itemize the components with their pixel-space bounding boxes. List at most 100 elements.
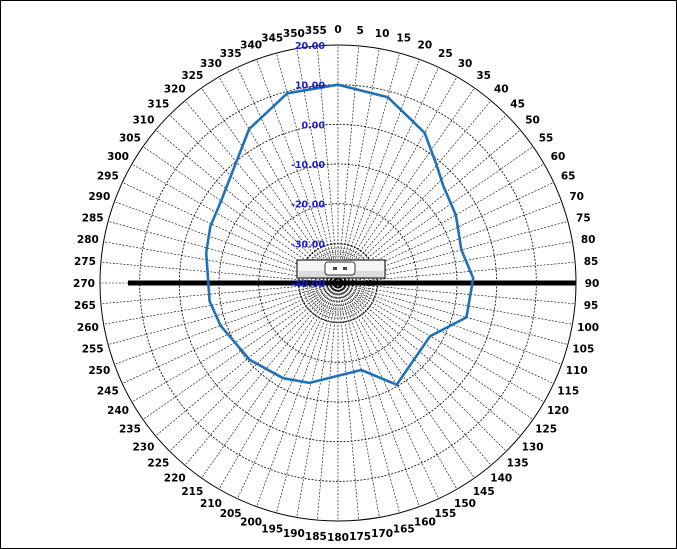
angle-tick-label: 205 bbox=[220, 508, 242, 520]
angle-tick-label: 115 bbox=[557, 385, 579, 397]
axis-bar bbox=[128, 280, 576, 286]
angle-tick-label: 105 bbox=[572, 344, 594, 356]
angle-tick-label: 60 bbox=[551, 151, 566, 163]
angle-tick-label: 10 bbox=[375, 28, 390, 40]
angle-tick-label: 195 bbox=[261, 523, 283, 535]
grid-spoke bbox=[276, 53, 339, 284]
angle-tick-label: 250 bbox=[88, 365, 110, 377]
angle-tick-label: 280 bbox=[77, 234, 99, 246]
grid-spoke bbox=[337, 282, 458, 490]
angle-tick-label: 340 bbox=[240, 39, 262, 51]
angle-tick-label: 45 bbox=[510, 98, 525, 110]
angle-tick-label: 175 bbox=[349, 531, 371, 543]
angle-tick-label: 310 bbox=[132, 115, 154, 127]
grid-spoke bbox=[114, 282, 339, 365]
angle-tick-label: 185 bbox=[305, 531, 327, 543]
radial-tick-label: 10.00 bbox=[295, 81, 325, 92]
grid-spoke bbox=[337, 282, 554, 384]
grid-spoke bbox=[337, 59, 420, 284]
grid-spoke bbox=[100, 282, 339, 305]
grid-spoke bbox=[103, 282, 339, 325]
angle-tick-label: 165 bbox=[393, 523, 415, 535]
angle-tick-label: 295 bbox=[97, 171, 119, 183]
grid-spoke bbox=[337, 282, 576, 305]
angle-tick-label: 240 bbox=[107, 405, 129, 417]
angle-tick-label: 5 bbox=[356, 25, 363, 37]
grid-spoke bbox=[131, 282, 339, 403]
grid-spoke bbox=[276, 282, 339, 513]
grid-spoke bbox=[108, 282, 339, 345]
grid-spoke bbox=[155, 282, 339, 437]
angle-tick-label: 290 bbox=[88, 191, 110, 203]
angle-tick-label: 90 bbox=[585, 278, 600, 290]
angle-tick-label: 335 bbox=[220, 48, 242, 60]
angle-tick-label: 160 bbox=[414, 517, 436, 529]
grid-spoke bbox=[296, 282, 339, 518]
grid-spoke bbox=[337, 282, 507, 452]
angle-tick-label: 95 bbox=[584, 300, 599, 312]
grid-spoke bbox=[337, 48, 380, 284]
grid-spoke bbox=[256, 59, 339, 284]
angle-tick-label: 100 bbox=[577, 322, 599, 334]
grid-spoke bbox=[184, 282, 339, 466]
grid-spoke bbox=[218, 76, 339, 284]
angle-tick-label: 25 bbox=[438, 48, 453, 60]
angle-tick-label: 255 bbox=[82, 344, 104, 356]
grid-spoke bbox=[337, 114, 507, 284]
grid-spoke bbox=[337, 282, 420, 507]
angle-tick-label: 315 bbox=[147, 98, 169, 110]
angle-tick-label: 190 bbox=[283, 528, 305, 540]
grid-spoke bbox=[337, 282, 400, 513]
angle-tick-label: 30 bbox=[458, 58, 473, 70]
radial-tick-label: -40.00 bbox=[291, 279, 325, 290]
grid-spoke bbox=[201, 87, 339, 284]
grid-spoke bbox=[337, 100, 492, 284]
grid-spoke bbox=[237, 67, 339, 284]
angle-tick-label: 220 bbox=[164, 473, 186, 485]
grid-spoke bbox=[337, 261, 576, 284]
angle-tick-label: 180 bbox=[327, 532, 349, 544]
grid-spoke bbox=[337, 282, 573, 325]
angle-tick-label: 65 bbox=[561, 171, 576, 183]
grid-spoke bbox=[155, 129, 339, 284]
angle-tick-label: 200 bbox=[240, 517, 262, 529]
grid-spoke bbox=[337, 282, 568, 345]
angle-tick-label: 275 bbox=[74, 256, 96, 268]
angle-tick-label: 125 bbox=[535, 424, 557, 436]
grid-spoke bbox=[316, 282, 339, 521]
grid-spoke bbox=[100, 261, 339, 284]
grid-spoke bbox=[337, 282, 521, 437]
device-connector bbox=[324, 261, 356, 276]
grid-spoke bbox=[184, 100, 339, 284]
grid-spoke bbox=[296, 48, 339, 284]
angle-tick-label: 320 bbox=[164, 83, 186, 95]
angle-tick-label: 15 bbox=[396, 33, 411, 45]
angle-tick-label: 130 bbox=[522, 441, 544, 453]
angle-tick-label: 80 bbox=[581, 234, 596, 246]
device-icon bbox=[296, 259, 386, 279]
angle-tick-label: 150 bbox=[454, 498, 476, 510]
grid-spoke bbox=[316, 45, 339, 284]
angle-tick-label: 325 bbox=[181, 70, 203, 82]
angle-tick-label: 40 bbox=[494, 83, 509, 95]
angle-tick-label: 265 bbox=[74, 300, 96, 312]
angle-tick-label: 225 bbox=[147, 458, 169, 470]
grid-spoke bbox=[169, 114, 339, 284]
angle-tick-label: 210 bbox=[200, 498, 222, 510]
grid-spoke bbox=[201, 282, 339, 479]
radial-tick-label: -10.00 bbox=[291, 160, 325, 171]
angle-tick-label: 170 bbox=[371, 528, 393, 540]
grid-spoke bbox=[218, 282, 339, 490]
radial-tick-label: 0.00 bbox=[302, 120, 326, 131]
grid-spoke bbox=[337, 53, 400, 284]
grid-spoke bbox=[237, 282, 339, 499]
angle-tick-label: 35 bbox=[476, 70, 491, 82]
grid-spoke bbox=[337, 129, 521, 284]
angle-tick-label: 85 bbox=[584, 256, 599, 268]
angle-tick-label: 120 bbox=[547, 405, 569, 417]
angle-tick-label: 135 bbox=[507, 458, 529, 470]
series-line bbox=[204, 83, 475, 386]
grid-spoke bbox=[337, 76, 458, 284]
